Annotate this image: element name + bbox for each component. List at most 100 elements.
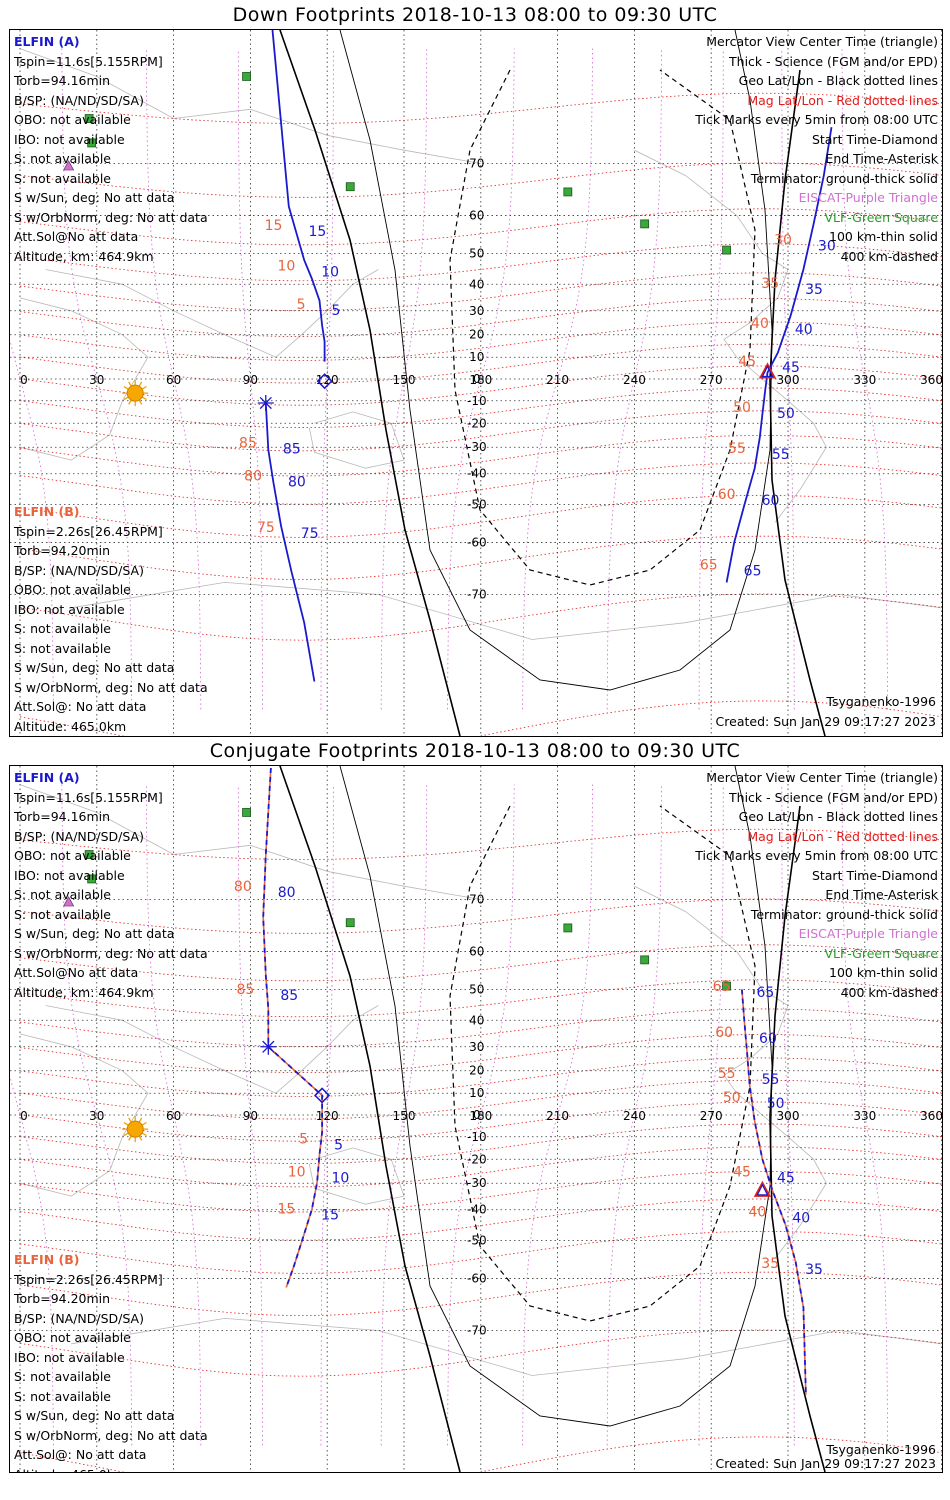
mag-lon-line [698, 784, 724, 1446]
sun-ray [138, 381, 143, 387]
elfin-a-tick-label: 15 [321, 1207, 339, 1223]
elfin-a-line: B/SP: (NA/ND/SD/SA) [14, 828, 144, 844]
elfin-a-line: S w/OrbNorm, deg: No att data [14, 209, 208, 225]
elfin-a-line: IBO: not available [14, 131, 125, 147]
eiscat-triangle [62, 896, 75, 907]
sun-ray [123, 1122, 129, 1126]
lat-tick-label: 50 [469, 982, 484, 996]
lat-tick-label: -30 [467, 1176, 487, 1190]
lat-tick-label: -10 [467, 1130, 487, 1144]
elfin-b-line: B/SP: (NA/ND/SD/SA) [14, 562, 144, 578]
coastline [19, 1033, 149, 1197]
lon-tick-label: 90 [243, 1109, 258, 1123]
legend-item: Mag Lat/Lon - Red dotted lines [747, 828, 938, 844]
lat-tick-label: 60 [469, 208, 484, 222]
elfin-a-line: Att.Sol@No att data [14, 965, 139, 980]
elfin-b-tick-label: 80 [244, 468, 262, 484]
elfin-b-line: S w/Sun, deg: No att data [14, 660, 175, 675]
elfin-a-tick-label: 60 [762, 493, 780, 509]
lon-tick-label: 330 [853, 1109, 876, 1123]
elfin-a-tick-label: 80 [278, 885, 296, 901]
panel1-title: Down Footprints 2018-10-13 08:00 to 09:3… [232, 4, 718, 26]
elfin-b-line: Tspin=2.26s[26.45RPM] [14, 1271, 163, 1287]
elfin-b-tick-label: 5 [297, 297, 306, 313]
elfin-b-line: S w/Sun, deg: No att data [14, 1408, 175, 1423]
elfin-a-tick-label: 5 [332, 303, 341, 319]
elfin-a-tick-label: 55 [772, 447, 790, 463]
sun-ray [141, 386, 147, 390]
vlf-station-square [563, 187, 573, 197]
lon-tick-label: 360 [920, 373, 942, 387]
legend-item: 400 km-dashed [840, 248, 938, 264]
legend-item: EISCAT-Purple Triangle [798, 190, 938, 205]
elfin-a-line: Tspin=11.6s[5.155RPM] [14, 789, 163, 805]
model-label: Tsyganenko-1996 [826, 1442, 936, 1457]
start-diamond [314, 1087, 331, 1104]
legend-item: End Time-Asterisk [825, 887, 938, 902]
lat-tick-label: 0 [473, 372, 481, 386]
elfin-a-tick-label: 5 [334, 1138, 343, 1154]
legend-item: 100 km-thin solid [829, 229, 938, 244]
elfin-a-line: S w/OrbNorm, deg: No att data [14, 945, 208, 961]
elfin-a-track [725, 127, 833, 583]
sun-ray [128, 1135, 132, 1141]
lat-tick-label: -60 [467, 1272, 487, 1286]
elfin-a-tick-label: 50 [777, 406, 795, 422]
vlf-station-square [722, 245, 731, 255]
legend-item: Tick Marks every 5min from 08:00 UTC [695, 112, 938, 127]
elfin-b-header: ELFIN (B) [14, 1252, 80, 1267]
terminator-line [769, 805, 826, 1472]
lon-tick-label: 0 [20, 1109, 28, 1123]
center-time-triangle-inner [756, 1183, 769, 1196]
elfin-b-line: OBO: not available [14, 1330, 131, 1345]
elfin-a-track [741, 989, 807, 1395]
elfin-b-tick-label: 50 [733, 400, 751, 416]
elfin-b-line: IBO: not available [14, 601, 125, 617]
conjugate-footprints-map: 0 30 60 90 120 150 180 210 240 270 300 330 360706050… [10, 766, 942, 1472]
elfin-a-header: ELFIN (A) [14, 34, 80, 49]
elfin-a-track [271, 30, 326, 362]
boundary-400km [449, 69, 756, 586]
elfin-b-line: B/SP: (NA/ND/SD/SA) [14, 1310, 144, 1326]
lat-tick-label: 10 [469, 1086, 484, 1100]
elfin-a-line: Att.Sol@No att data [14, 229, 139, 244]
elfin-a-tick-label: 60 [759, 1031, 777, 1047]
elfin-b-tick-label: 65 [713, 979, 731, 995]
elfin-b-tick-label: 40 [748, 1204, 766, 1220]
lon-tick-label: 300 [777, 1109, 800, 1123]
vlf-station-square [640, 219, 650, 229]
panel2-title: Conjugate Footprints 2018-10-13 08:00 to… [209, 740, 741, 762]
elfin-a-line: Tspin=11.6s[5.155RPM] [14, 53, 163, 69]
model-label: Tsyganenko-1996 [826, 694, 936, 709]
mag-lon-line [522, 48, 593, 710]
legend-item: Tick Marks every 5min from 08:00 UTC [695, 848, 938, 863]
sun-ray [123, 396, 129, 401]
conjugate-footprints-panel: 0 30 60 90 120 150 180 210 240 270 300 330 360 70 60 50… [9, 765, 943, 1473]
elfin-b-tick-label: 35 [761, 276, 779, 292]
end-asterisk [262, 1040, 275, 1053]
elfin-b-tick-label: 10 [288, 1164, 306, 1180]
terminator-line [279, 766, 461, 1472]
vlf-station-square [84, 114, 94, 123]
elfin-b-line: S w/OrbNorm, deg: No att data [14, 679, 208, 695]
lon-tick-label: 210 [546, 1109, 569, 1123]
elfin-a-info: ELFIN (A) Tspin=11.6s[5.155RPM] Torb=94.… [14, 768, 208, 1002]
elfin-b-tick-label: 45 [733, 1164, 751, 1180]
mag-lon-line [237, 784, 263, 1446]
legend-item: VLF-Green Square [824, 209, 938, 225]
legend-item: Thick - Science (FGM and/or EPD) [729, 789, 938, 805]
vlf-station-square [722, 981, 731, 991]
lat-tick-label: -20 [467, 1152, 487, 1166]
coastline [45, 1005, 379, 1094]
lon-tick-label: 270 [700, 1109, 723, 1123]
lat-tick-label: 0 [473, 1108, 481, 1122]
elfin-a-line: OBO: not available [14, 848, 131, 863]
elfin-b-tick-label: 55 [718, 1066, 736, 1082]
lat-tick-label: 50 [469, 246, 484, 260]
elfin-b-line: S: not available [14, 640, 111, 656]
elfin-b-tick-label: 50 [723, 1090, 741, 1106]
elfin-b-line: Torb=94.20min [14, 543, 111, 558]
coastline [308, 411, 405, 469]
legend-item: Terminator: ground-thick solid [750, 906, 938, 922]
lon-tick-label: 150 [393, 373, 416, 387]
